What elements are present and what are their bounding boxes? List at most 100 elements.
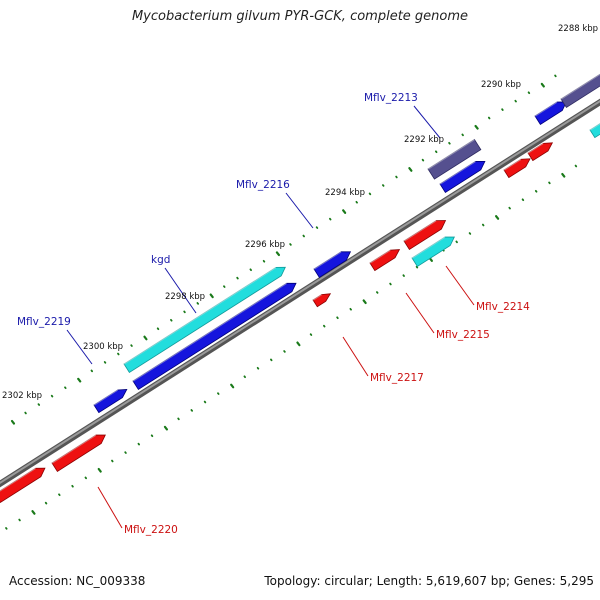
ruler-tick [455, 240, 458, 244]
tick-label: 2296 kbp [245, 240, 285, 250]
label-leader [413, 105, 441, 139]
ruler-tick [534, 189, 538, 193]
ruler-tick [309, 333, 313, 336]
ruler-tick [408, 167, 413, 172]
gene-features [0, 73, 600, 503]
tick-label: 2288 kbp [558, 24, 598, 34]
ruler-tick [58, 493, 61, 497]
ruler-tick [223, 285, 226, 288]
gene-arrow-reverse-edge [403, 220, 437, 242]
gene-arrow-reverse [312, 293, 332, 308]
map-title: Mycobacterium gilvum PYR-GCK, complete g… [131, 9, 469, 24]
gene-arrow-reverse-edge [369, 249, 391, 264]
ruler-tick [190, 409, 194, 412]
accession-text: Accession: NC_009338 [9, 574, 146, 588]
ruler-tick [289, 243, 292, 246]
ruler-tick [24, 411, 27, 415]
ruler-tick [296, 341, 301, 347]
gene-arrow-forward [534, 101, 568, 125]
ruler-tick [90, 369, 94, 373]
ruler-tick [574, 164, 578, 168]
label-leader [342, 336, 369, 377]
label-leader-lines [66, 105, 475, 529]
ruler-tick [395, 175, 398, 179]
gene-label[interactable]: Mflv_2215 [436, 329, 490, 341]
ruler-tick [18, 518, 21, 522]
gene-arrow-forward-edge [313, 251, 342, 270]
gene-arrow-reverse [527, 142, 554, 162]
gene-arrow-reverse [403, 220, 447, 250]
tick-label: 2294 kbp [325, 188, 365, 198]
ruler-tick [256, 366, 260, 370]
ruler-tick [402, 274, 405, 277]
ruler-tick [262, 259, 266, 263]
gene-arrow-forward [313, 251, 352, 278]
gene-arrow-highlight [411, 236, 455, 267]
gene-label[interactable]: Mflv_2216 [236, 179, 290, 191]
inner-dotted-ruler [5, 164, 578, 530]
tick-label: 2300 kbp [83, 342, 123, 352]
ruler-tick [111, 459, 114, 463]
gene-arrow-forward-edge [132, 282, 287, 382]
ruler-tick [283, 350, 286, 353]
ruler-tick [381, 184, 385, 187]
ruler-tick [336, 316, 339, 320]
ruler-tick [481, 223, 485, 227]
gene-label[interactable]: Mflv_2217 [370, 372, 424, 384]
ruler-tick [203, 400, 207, 404]
gene-label[interactable]: Mflv_2219 [17, 316, 71, 328]
outer-dotted-ruler [10, 74, 557, 425]
label-leader [164, 267, 197, 314]
ruler-tick [196, 302, 200, 305]
ruler-tick [540, 82, 545, 88]
ruler-tick [527, 91, 531, 95]
ruler-tick [5, 527, 8, 530]
gene-arrow-reverse [0, 467, 46, 503]
gene-arrow-highlight [123, 266, 286, 373]
gene-arrow-forward [132, 282, 297, 390]
tick-label: 2290 kbp [481, 80, 521, 90]
gene-label[interactable]: Mflv_2220 [124, 524, 178, 536]
gene-arrow-highlight-edge [411, 236, 446, 259]
gene-label[interactable]: Mflv_2213 [364, 92, 418, 104]
ruler-tick [495, 215, 500, 220]
ruler-tick [97, 467, 102, 473]
label-leader [405, 292, 435, 334]
ruler-tick [64, 386, 67, 390]
ruler-tick [342, 209, 347, 214]
label-leader [445, 265, 475, 306]
ruler-tick [10, 419, 16, 425]
gene-label[interactable]: kgd [151, 254, 170, 266]
ruler-tick [31, 510, 36, 515]
position-tick-labels: 2288 kbp 2290 kbp 2292 kbp 2294 kbp 2296 kbp… [2, 24, 598, 401]
ruler-tick [270, 358, 273, 362]
ruler-tick [415, 265, 419, 269]
ruler-tick [124, 451, 127, 454]
ruler-tick [521, 198, 525, 202]
ruler-tick [84, 476, 88, 480]
ruler-tick [163, 425, 169, 431]
ruler-tick [448, 141, 451, 145]
ruler-tick [243, 375, 246, 379]
gene-arrow-reverse-edge [312, 294, 322, 301]
ruler-tick [375, 291, 379, 294]
gene-label[interactable]: Mflv_2214 [476, 301, 530, 313]
label-leader [66, 329, 93, 365]
ruler-tick [130, 344, 133, 347]
ruler-tick [315, 226, 319, 229]
gene-arrow-highlight-edge [123, 266, 277, 365]
ruler-tick [44, 501, 48, 505]
gene-block-other [560, 73, 600, 108]
gene-arrow-forward-edge [439, 160, 476, 185]
tick-label: 2292 kbp [404, 135, 444, 145]
genome-summary-text: Topology: circular; Length: 5,619,607 bp… [264, 574, 594, 588]
tick-label: 2298 kbp [165, 292, 205, 302]
gene-arrow-highlight [589, 123, 600, 139]
gene-arrow-reverse [51, 434, 106, 472]
ruler-tick [230, 383, 235, 389]
gene-arrow-reverse-edge [51, 434, 97, 464]
gene-arrow-reverse-edge [527, 142, 544, 154]
ruler-tick [561, 172, 566, 178]
